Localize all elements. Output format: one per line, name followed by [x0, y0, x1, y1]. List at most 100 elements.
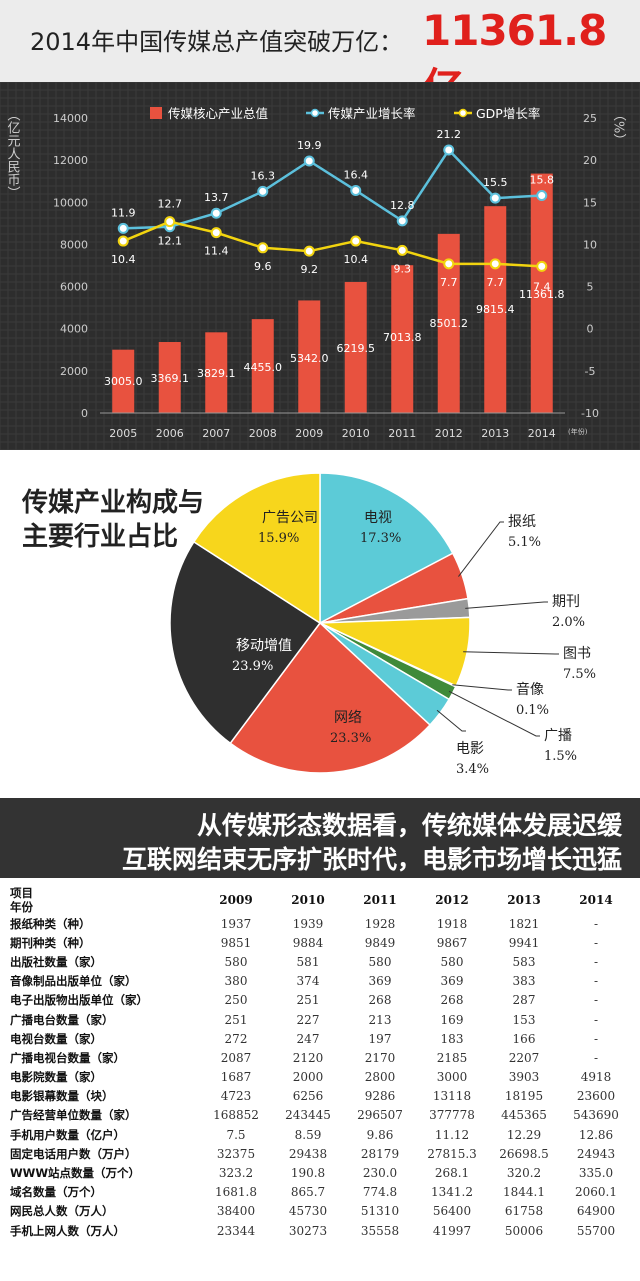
bar [530, 173, 553, 413]
table-cell: 41997 [432, 1223, 472, 1238]
growth-label: 12.1 [158, 235, 183, 248]
slice-percent: 0.1% [516, 703, 549, 718]
y-tick-left: 0 [81, 407, 88, 420]
bar-label: 7013.8 [383, 331, 422, 344]
table-cell: 268 [368, 993, 392, 1008]
row-label: 电影银幕数量（块） [10, 1089, 114, 1104]
table-cell: 1341.2 [431, 1185, 473, 1200]
legend-label: 传媒核心产业总值 [168, 106, 268, 121]
table-cell: 287 [512, 993, 536, 1008]
table-cell: 11.12 [434, 1127, 470, 1142]
slice-label: 移动增值 [236, 638, 292, 654]
bar-label: 8501.2 [430, 317, 469, 330]
pie-chart-section: 传媒产业构成与 主要行业占比 电视 17.3% 报纸 5.1% 期刊 2.0% 图书 7.5%… [0, 450, 640, 798]
table-cell: 580 [440, 954, 464, 969]
table-cell: 581 [296, 954, 320, 969]
slice-label: 电视 [364, 510, 392, 526]
table-cell: 445365 [501, 1108, 547, 1123]
gdp-point [536, 260, 548, 272]
row-label: 域名数量（万个） [10, 1185, 102, 1200]
table-cell: 18195 [504, 1089, 544, 1104]
table-cell: 9941 [508, 935, 540, 950]
leader-line [436, 709, 466, 732]
table-cell: 9884 [292, 935, 324, 950]
row-label: 网民总人数（万人） [10, 1204, 114, 1219]
table-cell: 9849 [364, 935, 396, 950]
row-label: 固定电话用户数（万户） [10, 1146, 137, 1161]
row-label: 广播电台数量（家） [10, 1012, 114, 1027]
table-cell: 250 [224, 993, 248, 1008]
table-cell: 320.2 [506, 1166, 542, 1181]
leader-line [463, 651, 559, 655]
row-label: 广播电视台数量（家） [10, 1050, 125, 1065]
table-row: 音像制品出版单位（家） 380 374 369 369 383 - [10, 972, 632, 991]
bar-label: 5342.0 [290, 352, 329, 365]
slice-percent: 15.9% [258, 531, 299, 546]
x-tick: 2007 [202, 427, 230, 440]
growth-label: 12.8 [390, 199, 415, 212]
table-cell: - [593, 974, 599, 989]
table-cell: 3903 [508, 1070, 540, 1085]
leader-line [452, 684, 512, 691]
page-header: 2014年中国传媒总产值突破万亿： 11361.8亿 [0, 0, 640, 113]
table-row: 固定电话用户数（万户） 32375 29438 28179 27815.3 26698.5… [10, 1144, 632, 1163]
table-cell: 13118 [432, 1089, 472, 1104]
growth-point [210, 207, 222, 219]
growth-label: 19.9 [297, 139, 322, 152]
table-cell: 580 [224, 954, 248, 969]
table-cell: 26698.5 [499, 1146, 549, 1161]
growth-point [303, 155, 315, 167]
slice-label: 期刊 [552, 594, 580, 610]
gdp-label: 7.7 [487, 276, 505, 289]
table-cell: 865.7 [290, 1185, 326, 1200]
table-cell: 369 [440, 974, 464, 989]
table-cell: 251 [224, 1012, 248, 1027]
table-cell: 38400 [216, 1204, 256, 1219]
x-tick: 2011 [388, 427, 416, 440]
bar-label: 3369.1 [151, 372, 190, 385]
table-cell: 1687 [220, 1070, 252, 1085]
gdp-line [122, 220, 542, 268]
table-cell: 369 [368, 974, 392, 989]
table-cell: 183 [440, 1031, 464, 1046]
bar-label: 11361.8 [519, 288, 565, 301]
table-cell: 1844.1 [503, 1185, 545, 1200]
row-label: 手机用户数量（亿户） [10, 1127, 125, 1142]
y-tick-left: 8000 [60, 238, 88, 251]
y-tick-right: 0 [587, 323, 594, 336]
year-header: 2010 [291, 893, 325, 907]
y-tick-left: 12000 [53, 154, 88, 167]
gdp-label: 10.4 [344, 253, 369, 266]
legend-swatch-marker [310, 108, 320, 118]
slice-percent: 17.3% [360, 531, 401, 546]
row-label: 手机上网人数（万人） [10, 1223, 125, 1238]
table-cell: - [593, 954, 599, 969]
y-tick-left: 4000 [60, 323, 88, 336]
table-cell: 383 [512, 974, 536, 989]
table-cell: 323.2 [218, 1166, 254, 1181]
table-cell: 28179 [360, 1146, 400, 1161]
table-cell: - [593, 993, 599, 1008]
row-label: 电子出版物出版单位（家） [10, 993, 148, 1008]
legend-label: 传媒产业增长率 [328, 106, 416, 121]
table-cell: 56400 [432, 1204, 472, 1219]
slice-label: 网络 [334, 710, 362, 726]
table-cell: 55700 [576, 1223, 616, 1238]
data-table-section: 从传媒形态数据看，传统媒体发展迟缓 互联网结束无序扩张时代，电影市场增长迅猛 项… [0, 798, 640, 1281]
growth-label: 21.2 [437, 128, 462, 141]
table-cell: 4723 [220, 1089, 252, 1104]
growth-point [396, 215, 408, 227]
table-cell: - [593, 1031, 599, 1046]
growth-label: 16.3 [251, 169, 276, 182]
row-label: WWW站点数量（万个） [10, 1166, 141, 1181]
growth-point [117, 222, 129, 234]
table-cell: 197 [368, 1031, 392, 1046]
table-cell: - [593, 916, 599, 931]
table-cell: 268 [440, 993, 464, 1008]
table-cell: 32375 [216, 1146, 256, 1161]
table-cell: 1821 [508, 916, 540, 931]
growth-point [443, 144, 455, 156]
bar-label: 4455.0 [244, 361, 283, 374]
x-tick: 2014 [528, 427, 556, 440]
table-cell: 35558 [360, 1223, 400, 1238]
